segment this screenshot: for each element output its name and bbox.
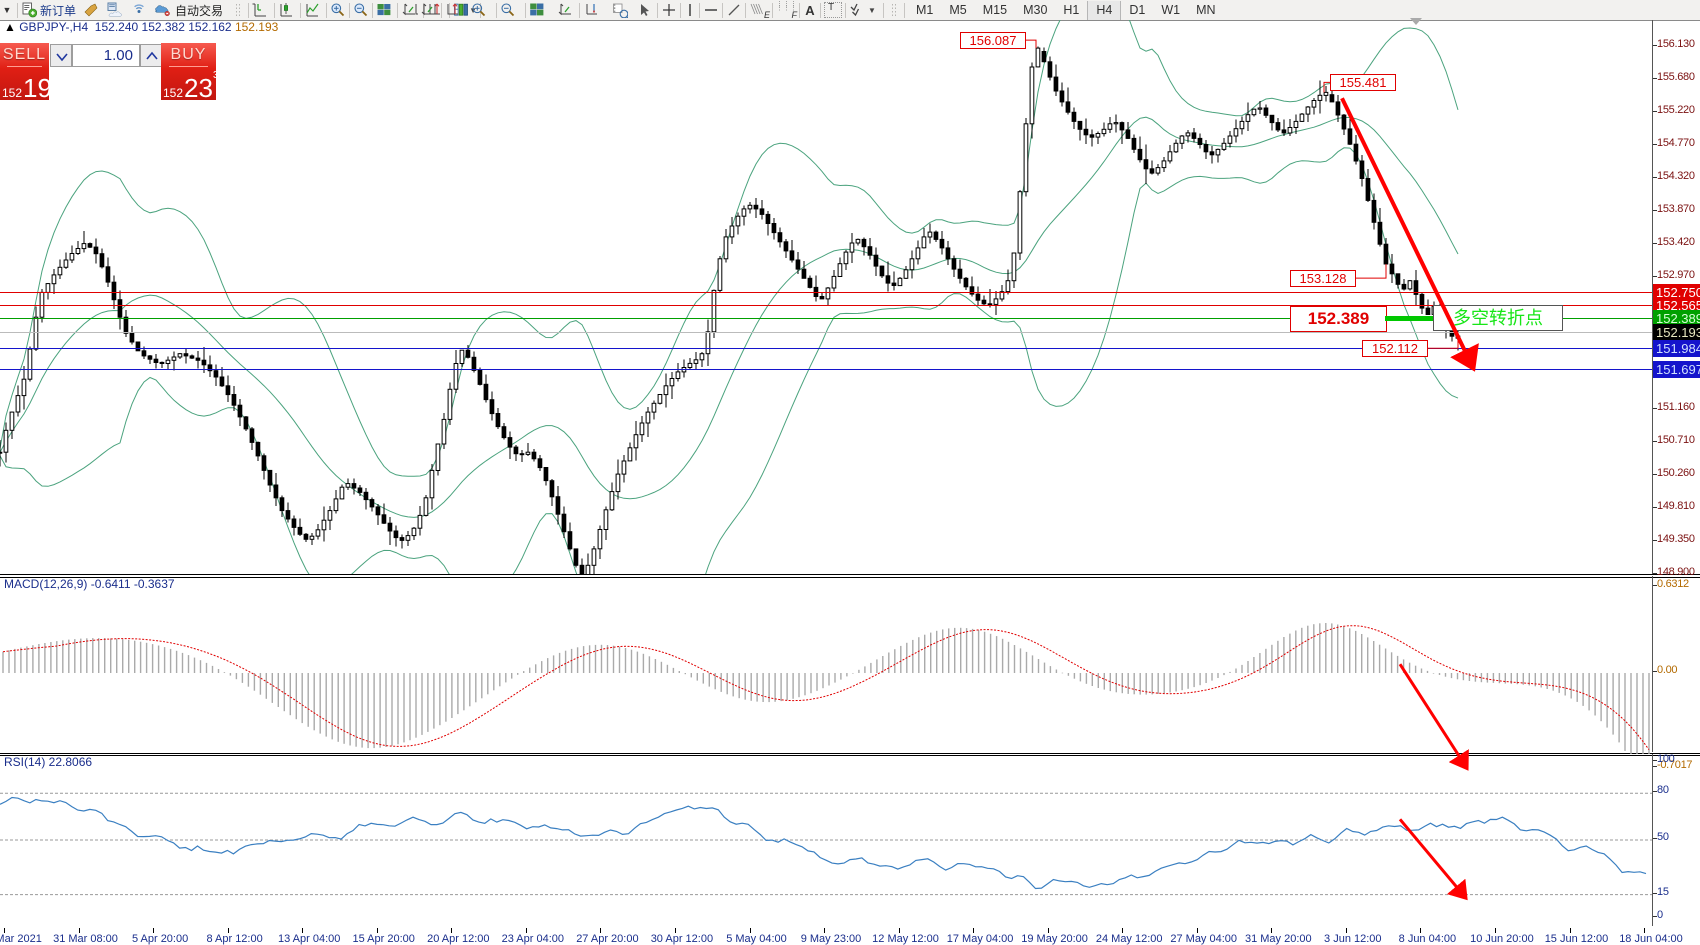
svg-text:MACD(12,26,9) -0.6411 -0.3637: MACD(12,26,9) -0.6411 -0.3637 bbox=[4, 578, 175, 591]
svg-text:RSI(14) 22.8066: RSI(14) 22.8066 bbox=[4, 756, 92, 769]
